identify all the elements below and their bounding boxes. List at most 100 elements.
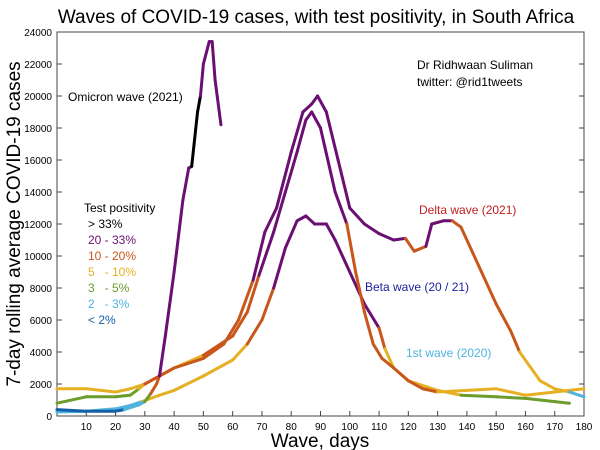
line-segment <box>465 387 498 392</box>
x-tick-label: 20 <box>110 422 122 433</box>
line-segment <box>377 326 387 351</box>
line-segment <box>190 110 200 168</box>
line-segment <box>345 222 358 274</box>
line-segment <box>509 329 522 354</box>
line-segment <box>301 102 314 114</box>
series-beta <box>55 110 586 397</box>
x-tick-label: 80 <box>286 422 298 433</box>
legend-entry: 20 - 33% <box>88 233 136 247</box>
line-segment <box>316 94 328 114</box>
line-segment <box>210 40 217 82</box>
line-segment <box>295 118 308 154</box>
line-segment <box>406 379 425 391</box>
x-tick-label: 170 <box>546 422 563 433</box>
line-segment <box>231 342 249 362</box>
x-tick-label: 30 <box>139 422 151 433</box>
line-segment <box>84 387 118 394</box>
series-omicron <box>55 40 223 413</box>
line-segment <box>55 395 88 405</box>
line-segment <box>272 246 287 290</box>
x-tick-label: 70 <box>256 422 268 433</box>
line-segment <box>222 318 241 346</box>
line-segment <box>459 393 498 399</box>
line-segment <box>553 400 571 405</box>
line-segment <box>362 310 375 346</box>
y-axis: 0 2000 4000 6000 8000 10000 12000 14000 16000 180… <box>24 28 584 423</box>
line-segment <box>421 387 440 394</box>
line-segment <box>324 222 337 242</box>
line-segment <box>319 126 337 194</box>
line-segment <box>412 244 428 253</box>
x-tick-label: 180 <box>576 422 593 433</box>
line-segment <box>538 379 557 391</box>
line-segment <box>283 219 299 250</box>
credit-twitter: twitter: @rid1tweets <box>417 75 523 89</box>
label-first-wave: 1st wave (2020) <box>406 346 491 360</box>
line-segment <box>181 166 191 202</box>
legend-entry: 3 - 5% <box>88 281 130 295</box>
line-segment <box>114 404 132 411</box>
y-tick-label: 6000 <box>30 316 53 327</box>
line-segment <box>354 270 366 314</box>
line-segment <box>380 356 396 370</box>
x-tick-label: 100 <box>341 422 358 433</box>
line-segment <box>128 387 141 397</box>
line-segment <box>128 400 144 408</box>
line-segment <box>143 392 153 404</box>
x-tick-label: 50 <box>198 422 210 433</box>
x-axis-label: Wave, days <box>271 431 370 450</box>
line-segment <box>272 190 287 234</box>
line-segment <box>122 403 141 412</box>
line-segment <box>198 62 205 98</box>
line-segment <box>523 390 557 397</box>
line-segment <box>201 342 226 360</box>
line-segment <box>157 334 167 378</box>
line-segment <box>245 318 264 346</box>
line-segment <box>263 206 279 234</box>
line-segment <box>567 390 586 399</box>
y-tick-label: 22000 <box>24 60 52 71</box>
line-segment <box>459 225 484 274</box>
line-segment <box>324 110 340 162</box>
x-tick-label: 60 <box>227 422 239 433</box>
line-segment <box>494 395 527 400</box>
line-segment <box>336 158 352 210</box>
legend-entry: 2 - 3% <box>88 297 130 311</box>
line-segment <box>289 110 305 154</box>
x-tick-label: 130 <box>429 422 446 433</box>
label-beta-wave: Beta wave (20 / 21) <box>365 280 469 294</box>
x-axis: 10 20 30 40 50 60 70 80 90 100 110 120 130 140 150 160 1… <box>81 411 593 433</box>
line-segment <box>371 342 384 360</box>
line-segment <box>553 387 571 394</box>
line-segment <box>362 222 381 236</box>
y-tick-label: 16000 <box>24 156 52 167</box>
line-segment <box>523 396 557 404</box>
line-segment <box>201 40 211 66</box>
legend-entry: 5 - 10% <box>88 265 136 279</box>
line-segment <box>424 222 434 248</box>
x-tick-label: 150 <box>488 422 505 433</box>
line-segment <box>114 393 132 399</box>
line-segment <box>283 150 299 194</box>
label-omicron-wave: Omicron wave (2021) <box>68 90 183 104</box>
line-segment <box>114 387 132 394</box>
line-segment <box>231 310 249 338</box>
line-segment <box>377 232 396 242</box>
y-tick-label: 20000 <box>24 92 52 103</box>
line-segment <box>257 230 276 277</box>
line-segment <box>237 278 255 322</box>
line-segment <box>157 388 176 397</box>
line-segment <box>430 219 445 226</box>
line-segment <box>310 110 322 130</box>
y-tick-label: 18000 <box>24 124 52 135</box>
legend-title: Test positivity <box>84 201 155 215</box>
line-segment <box>163 270 176 338</box>
legend-entry: 10 - 20% <box>88 249 136 263</box>
line-segment <box>509 390 527 397</box>
x-tick-label: 110 <box>371 422 387 433</box>
line-segment <box>436 388 469 394</box>
y-tick-label: 12000 <box>24 220 52 231</box>
y-tick-label: 14000 <box>24 188 52 199</box>
y-tick-label: 0 <box>46 412 52 423</box>
